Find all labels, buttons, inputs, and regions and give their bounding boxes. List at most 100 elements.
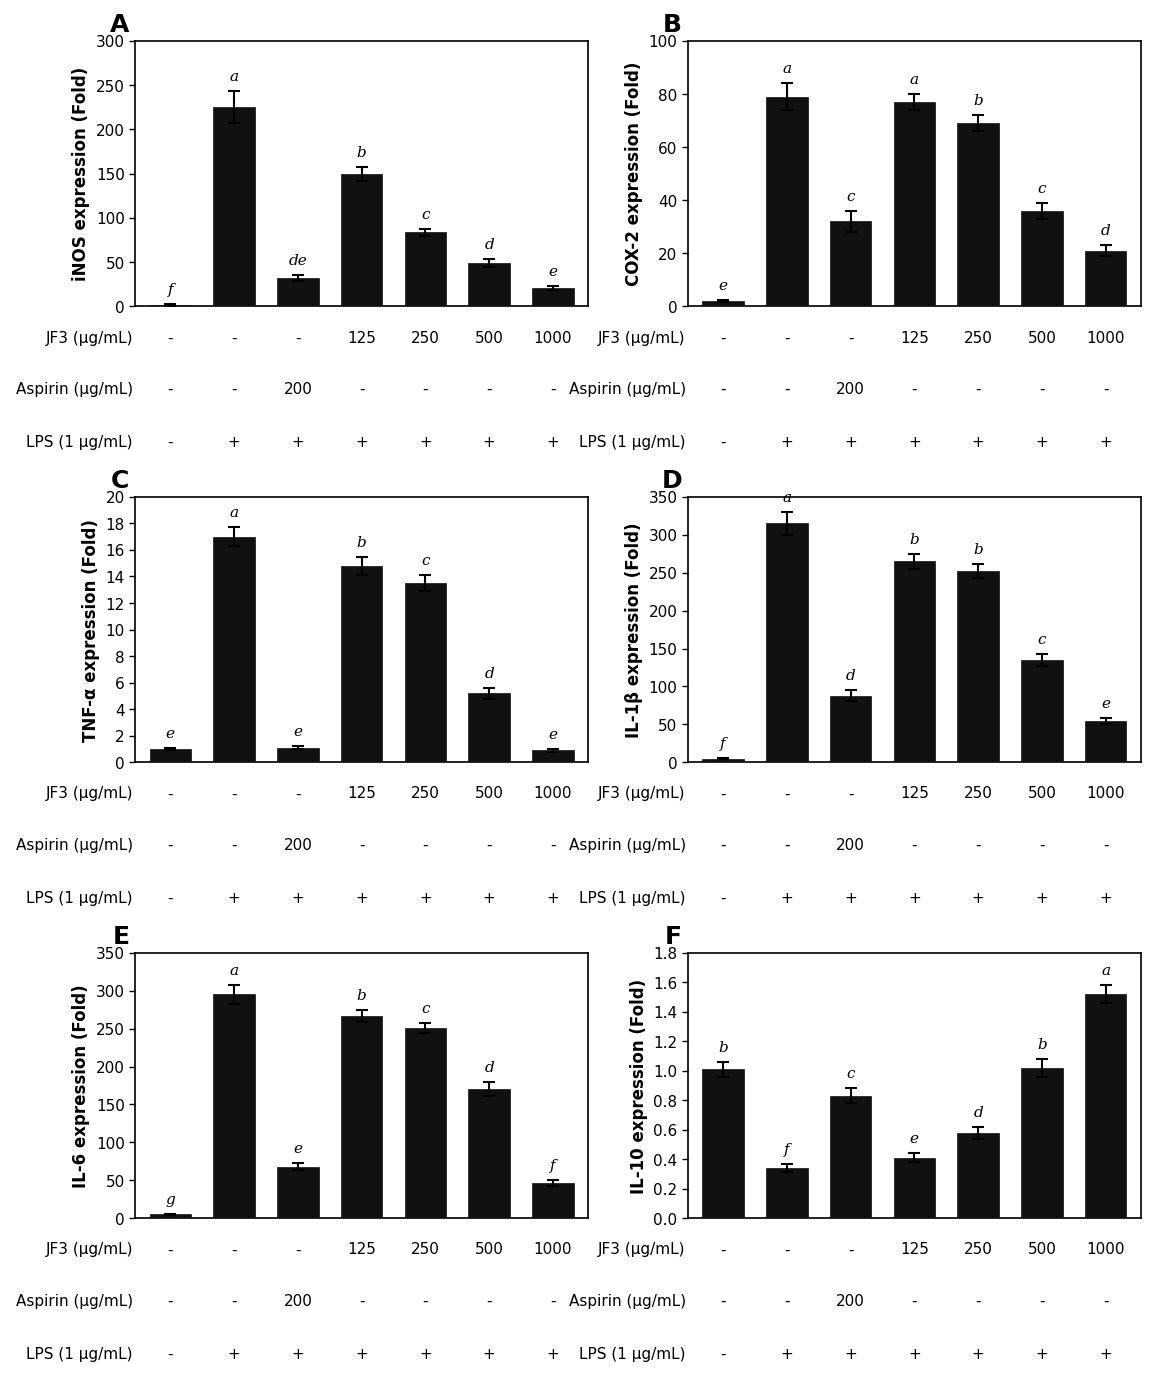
Text: -: - [719, 1242, 725, 1257]
Text: -: - [358, 838, 364, 852]
Text: e: e [1100, 696, 1109, 710]
Text: Aspirin (μg/mL): Aspirin (μg/mL) [15, 1294, 133, 1308]
Text: +: + [1099, 435, 1112, 450]
Text: b: b [718, 1040, 727, 1055]
Bar [149, 305, 190, 307]
Bar [701, 758, 743, 762]
Text: +: + [355, 1346, 368, 1362]
Text: -: - [231, 786, 236, 801]
Text: +: + [780, 1346, 792, 1362]
Bar [277, 1167, 318, 1218]
Text: 125: 125 [347, 1242, 376, 1257]
Text: b: b [356, 536, 367, 550]
Bar [830, 1097, 871, 1218]
Text: +: + [355, 435, 368, 450]
Text: LPS (1 μg/mL): LPS (1 μg/mL) [27, 435, 133, 450]
Text: -: - [719, 786, 725, 801]
Bar [468, 264, 510, 307]
Text: +: + [1035, 891, 1047, 906]
Text: +: + [971, 1346, 983, 1362]
Text: 200: 200 [283, 838, 313, 852]
Bar [701, 301, 743, 307]
Text: e: e [909, 1132, 918, 1146]
Text: 200: 200 [283, 1294, 313, 1308]
Text: +: + [228, 1346, 240, 1362]
Text: -: - [422, 383, 428, 396]
Bar [213, 537, 255, 762]
Text: -: - [231, 838, 236, 852]
Text: a: a [781, 490, 791, 505]
Text: -: - [422, 838, 428, 852]
Y-axis label: TNF-α expression (Fold): TNF-α expression (Fold) [82, 518, 100, 742]
Y-axis label: IL-10 expression (Fold): IL-10 expression (Fold) [629, 978, 647, 1193]
Text: +: + [418, 435, 431, 450]
Text: -: - [167, 435, 173, 450]
Text: -: - [231, 1294, 236, 1308]
Text: -: - [784, 330, 788, 345]
Text: LPS (1 μg/mL): LPS (1 μg/mL) [579, 435, 685, 450]
Text: d: d [484, 1061, 494, 1074]
Text: +: + [228, 891, 240, 906]
Bar [277, 749, 318, 762]
Text: 500: 500 [1027, 1242, 1055, 1257]
Text: -: - [550, 383, 556, 396]
Text: -: - [295, 330, 301, 345]
Text: -: - [167, 1242, 173, 1257]
Bar [149, 750, 190, 762]
Y-axis label: IL-6 expression (Fold): IL-6 expression (Fold) [72, 983, 90, 1188]
Text: -: - [231, 383, 236, 396]
Bar [213, 108, 255, 307]
Text: e: e [293, 1142, 302, 1156]
Text: g: g [166, 1192, 175, 1206]
Text: e: e [166, 726, 175, 740]
Y-axis label: COX-2 expression (Fold): COX-2 expression (Fold) [625, 62, 643, 286]
Text: +: + [907, 891, 920, 906]
Text: +: + [546, 891, 559, 906]
Text: 250: 250 [962, 330, 992, 345]
Text: e: e [548, 265, 557, 279]
Text: a: a [781, 62, 791, 76]
Text: 250: 250 [962, 786, 992, 801]
Text: 250: 250 [410, 786, 439, 801]
Text: +: + [844, 891, 857, 906]
Text: -: - [784, 838, 788, 852]
Bar [341, 1016, 382, 1218]
Bar [1085, 721, 1126, 762]
Text: -: - [167, 330, 173, 345]
Text: a: a [229, 964, 239, 978]
Text: +: + [844, 435, 857, 450]
Bar [893, 1157, 934, 1218]
Text: -: - [719, 891, 725, 906]
Text: f: f [719, 736, 725, 750]
Text: +: + [1099, 1346, 1112, 1362]
Text: 125: 125 [899, 786, 928, 801]
Bar [956, 124, 998, 307]
Text: d: d [1100, 224, 1109, 239]
Text: +: + [291, 435, 304, 450]
Text: c: c [1036, 632, 1046, 646]
Text: +: + [907, 1346, 920, 1362]
Y-axis label: IL-1β expression (Fold): IL-1β expression (Fold) [624, 522, 643, 737]
Text: +: + [355, 891, 368, 906]
Text: -: - [167, 1346, 173, 1362]
Bar [341, 566, 382, 762]
Text: a: a [1100, 964, 1109, 978]
Text: 250: 250 [962, 1242, 992, 1257]
Text: -: - [911, 383, 916, 396]
Text: -: - [167, 786, 173, 801]
Text: -: - [1102, 838, 1108, 852]
Text: JF3 (μg/mL): JF3 (μg/mL) [598, 330, 685, 345]
Bar [830, 222, 871, 307]
Text: -: - [1102, 383, 1108, 396]
Text: -: - [911, 838, 916, 852]
Text: 200: 200 [835, 383, 865, 396]
Bar [893, 102, 934, 307]
Text: e: e [293, 725, 302, 739]
Text: f: f [784, 1142, 788, 1156]
Bar [765, 97, 807, 307]
Text: JF3 (μg/mL): JF3 (μg/mL) [46, 1242, 133, 1257]
Text: -: - [486, 838, 491, 852]
Text: B: B [663, 14, 682, 37]
Text: D: D [660, 470, 681, 493]
Text: -: - [1039, 838, 1043, 852]
